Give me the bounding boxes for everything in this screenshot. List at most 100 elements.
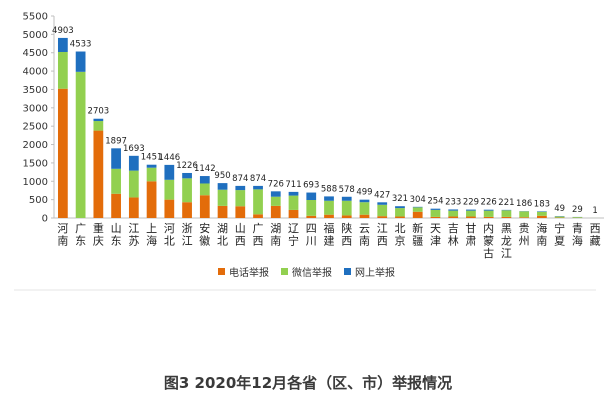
y-tick-label: 2000	[23, 140, 48, 151]
bar-total-label: 221	[498, 198, 514, 208]
bar-total-label: 304	[410, 195, 426, 205]
bar-segment-wechat	[324, 201, 334, 215]
bar-segment-online	[324, 196, 334, 200]
bar-segment-online	[129, 156, 139, 171]
bar-total-label: 874	[250, 174, 266, 184]
bar-segment-online	[218, 183, 228, 190]
bar-total-label: 726	[268, 179, 284, 189]
bar-segment-wechat	[342, 201, 352, 216]
bar-segment-online	[395, 206, 405, 208]
x-tick-label: 山西	[235, 222, 246, 248]
bar-total-label: 874	[232, 174, 248, 184]
bar-segment-wechat	[147, 168, 157, 182]
x-tick-label: 北京	[394, 222, 405, 248]
x-tick-label: 新疆	[412, 221, 423, 248]
bar-total-label: 950	[214, 171, 230, 181]
bar-total-label: 4533	[70, 40, 92, 50]
bar-segment-phone	[164, 200, 174, 218]
bar-segment-phone	[466, 217, 476, 218]
legend-label: 微信举报	[292, 264, 332, 279]
bar-segment-phone	[360, 215, 370, 218]
bar-total-label: 1	[592, 206, 597, 216]
legend-swatch	[218, 268, 225, 275]
bar-total-label: 2703	[88, 107, 110, 117]
y-tick-label: 4500	[23, 48, 48, 59]
x-tick-label: 山东	[111, 222, 122, 248]
chart-caption: 图3 2020年12月各省（区、市）举报情况	[0, 372, 616, 393]
y-tick-label: 3000	[23, 103, 48, 114]
y-tick-label: 5500	[23, 12, 48, 23]
bar-segment-wechat	[58, 52, 68, 89]
bar-total-label: 29	[572, 205, 583, 215]
bar-segment-wechat	[555, 217, 565, 218]
x-tick-label: 内蒙古	[483, 221, 494, 260]
bar-segment-online	[342, 197, 352, 201]
x-tick-label: 四川	[306, 222, 317, 248]
bar-total-label: 186	[516, 199, 532, 209]
bar-segment-online	[253, 186, 263, 189]
bar-total-label: 233	[445, 197, 461, 207]
bar-segment-wechat	[76, 72, 86, 218]
bar-segment-wechat	[235, 190, 245, 206]
bar-total-label: 693	[303, 181, 319, 191]
bar-total-label: 499	[356, 188, 372, 198]
bar-segment-online	[466, 210, 476, 211]
bar-total-label: 711	[285, 180, 301, 190]
x-tick-label: 甘肃	[465, 222, 476, 248]
legend-swatch	[344, 268, 351, 275]
bar-segment-online	[377, 202, 387, 204]
x-tick-label: 广西	[253, 222, 264, 248]
x-tick-label: 河南	[57, 222, 68, 248]
bar-segment-wechat	[413, 207, 423, 211]
bar-segment-phone	[58, 89, 68, 218]
bar-total-label: 578	[339, 185, 355, 195]
bar-segment-phone	[182, 202, 192, 218]
x-tick-label: 贵州	[519, 222, 530, 248]
bar-segment-phone	[448, 217, 458, 218]
bar-segment-online	[271, 191, 281, 196]
bar-total-label: 321	[392, 194, 408, 204]
bar-segment-wechat	[484, 211, 494, 217]
bar-segment-wechat	[502, 210, 512, 217]
bar-segment-wechat	[253, 189, 263, 214]
bar-segment-phone	[200, 195, 210, 218]
x-tick-label: 上海	[146, 222, 157, 248]
bar-segment-wechat	[111, 169, 121, 194]
x-tick-label: 吉林	[448, 222, 459, 248]
chart-legend: 电话举报 微信举报 网上举报	[218, 264, 395, 279]
y-tick-label: 500	[29, 195, 48, 206]
legend-item: 电话举报	[218, 264, 269, 279]
bar-segment-phone	[484, 217, 494, 218]
bar-segment-wechat	[306, 200, 316, 216]
x-tick-label: 宁夏	[554, 221, 565, 248]
x-tick-label: 安徽	[199, 221, 210, 248]
bar-segment-online	[182, 173, 192, 178]
bar-segment-phone	[537, 216, 547, 218]
bar-segment-online	[93, 119, 103, 121]
legend-label: 电话举报	[229, 264, 269, 279]
bar-segment-online	[289, 192, 299, 196]
bar-segment-phone	[218, 206, 228, 218]
x-tick-label: 西藏	[590, 222, 601, 248]
bar-segment-phone	[502, 217, 512, 218]
bar-segment-online	[484, 210, 494, 211]
y-tick-label: 1000	[23, 177, 48, 188]
bar-segment-online	[235, 186, 245, 190]
bar-segment-phone	[289, 210, 299, 218]
y-tick-label: 0	[42, 214, 48, 225]
bar-segment-online	[76, 52, 86, 72]
y-tick-label: 4000	[23, 67, 48, 78]
bar-segment-online	[147, 165, 157, 168]
y-tick-label: 1500	[23, 158, 48, 169]
bar-total-label: 588	[321, 184, 337, 194]
x-tick-label: 江苏	[128, 222, 139, 248]
bar-total-label: 226	[481, 198, 497, 208]
x-tick-label: 河北	[164, 222, 175, 248]
bar-segment-wechat	[200, 183, 210, 195]
x-tick-label: 黑龙江	[501, 222, 512, 260]
x-tick-label: 青海	[572, 222, 583, 248]
bar-segment-online	[448, 209, 458, 210]
legend-label: 网上举报	[355, 264, 395, 279]
bar-segment-wechat	[289, 196, 299, 210]
